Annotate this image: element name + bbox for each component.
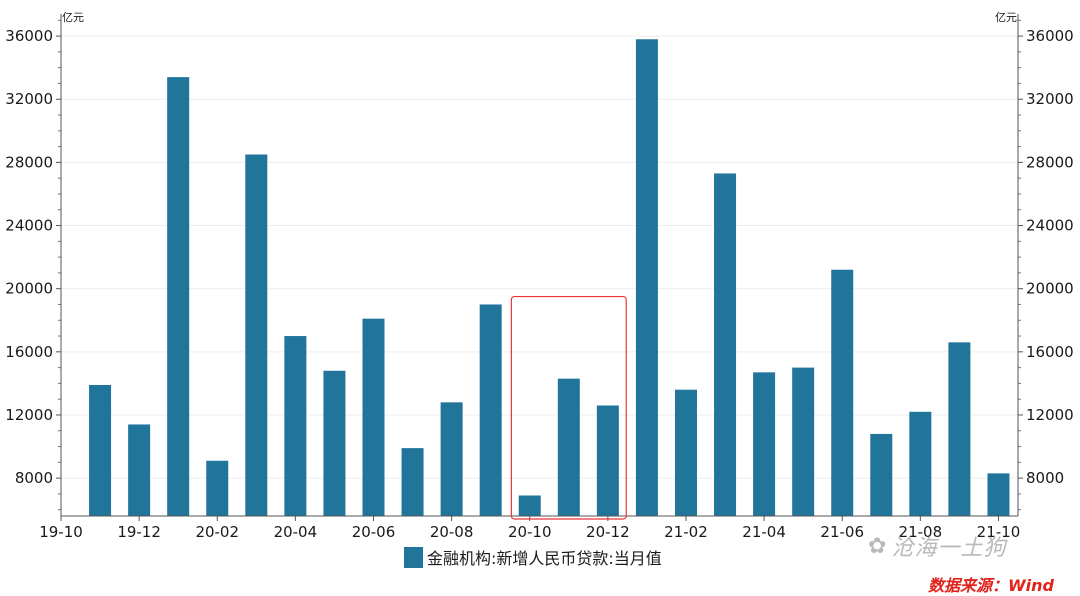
data-source: 数据来源：Wind — [928, 576, 1054, 595]
x-tick-label: 21-02 — [664, 523, 708, 541]
legend-swatch — [404, 546, 423, 568]
y-tick-label-left: 20000 — [5, 280, 53, 298]
y-tick-label-left: 12000 — [5, 406, 53, 424]
x-tick-label: 20-08 — [430, 523, 474, 541]
y-tick-label-right: 36000 — [1026, 27, 1074, 45]
wechat-icon: ✿ — [868, 533, 888, 559]
bar-19-12 — [128, 424, 151, 516]
bar-20-09 — [479, 304, 502, 516]
bar-21-05 — [792, 367, 815, 516]
y-tick-label-left: 16000 — [5, 343, 53, 361]
y-tick-label-right: 24000 — [1026, 217, 1074, 235]
x-tick-label: 19-12 — [117, 523, 161, 541]
y-tick-label-left: 8000 — [15, 469, 53, 487]
y-tick-label-right: 8000 — [1026, 469, 1064, 487]
x-tick-label: 20-02 — [195, 523, 239, 541]
bar-20-04 — [284, 336, 307, 516]
bar-21-01 — [635, 39, 658, 516]
legend: 金融机构:新增人民币贷款:当月值 — [404, 545, 662, 569]
bar-21-08 — [909, 411, 932, 516]
y-tick-label-right: 28000 — [1026, 153, 1074, 171]
bar-19-11 — [89, 384, 112, 516]
bar-20-01 — [167, 77, 190, 516]
bar-21-02 — [674, 389, 697, 516]
axes — [56, 14, 1023, 521]
y-axis-unit-right: 亿元 — [995, 11, 1017, 24]
x-tick-label: 19-10 — [39, 523, 83, 541]
y-tick-label-left: 32000 — [5, 90, 53, 108]
x-tick-label: 21-10 — [977, 523, 1021, 541]
x-tick-label: 20-04 — [274, 523, 318, 541]
bar-21-03 — [714, 173, 737, 516]
y-tick-label-left: 36000 — [5, 27, 53, 45]
x-tick-label: 20-06 — [352, 523, 396, 541]
tick-labels: 8000 8000 12000 12000 16000 16000 20000 20000 24… — [5, 27, 1073, 541]
bar-20-07 — [401, 448, 424, 516]
bar-20-11 — [557, 378, 580, 516]
x-tick-label: 20-10 — [508, 523, 552, 541]
bar-20-10 — [518, 495, 541, 516]
watermark-text: 沧海一土狗 — [891, 536, 1007, 561]
y-tick-label-right: 20000 — [1026, 280, 1074, 298]
y-tick-label-left: 28000 — [5, 153, 53, 171]
bar-21-06 — [831, 269, 854, 516]
bars — [89, 39, 1010, 516]
bar-20-06 — [362, 318, 385, 516]
bar-21-09 — [948, 342, 971, 516]
bar-21-07 — [870, 433, 893, 516]
watermark: ✿ 沧海一土狗 — [868, 530, 1006, 562]
bar-21-10 — [987, 473, 1010, 516]
highlight-box — [510, 295, 627, 520]
bar-20-02 — [206, 460, 229, 516]
y-tick-label-right: 12000 — [1026, 406, 1074, 424]
y-axis-unit-left: 亿元 — [62, 11, 84, 24]
x-tick-label: 21-06 — [820, 523, 864, 541]
bar-21-04 — [753, 372, 776, 516]
y-tick-label-right: 16000 — [1026, 343, 1074, 361]
x-tick-label: 20-12 — [586, 523, 630, 541]
bar-20-05 — [323, 370, 346, 516]
bar-20-03 — [245, 154, 268, 516]
legend-label: 金融机构:新增人民币贷款:当月值 — [427, 549, 662, 568]
y-tick-label-left: 24000 — [5, 217, 53, 235]
y-tick-label-right: 32000 — [1026, 90, 1074, 108]
bar-20-12 — [596, 405, 619, 516]
bar-20-08 — [440, 402, 463, 516]
x-tick-label: 21-04 — [742, 523, 786, 541]
x-tick-label: 21-08 — [899, 523, 943, 541]
grid-lines — [61, 35, 1018, 479]
